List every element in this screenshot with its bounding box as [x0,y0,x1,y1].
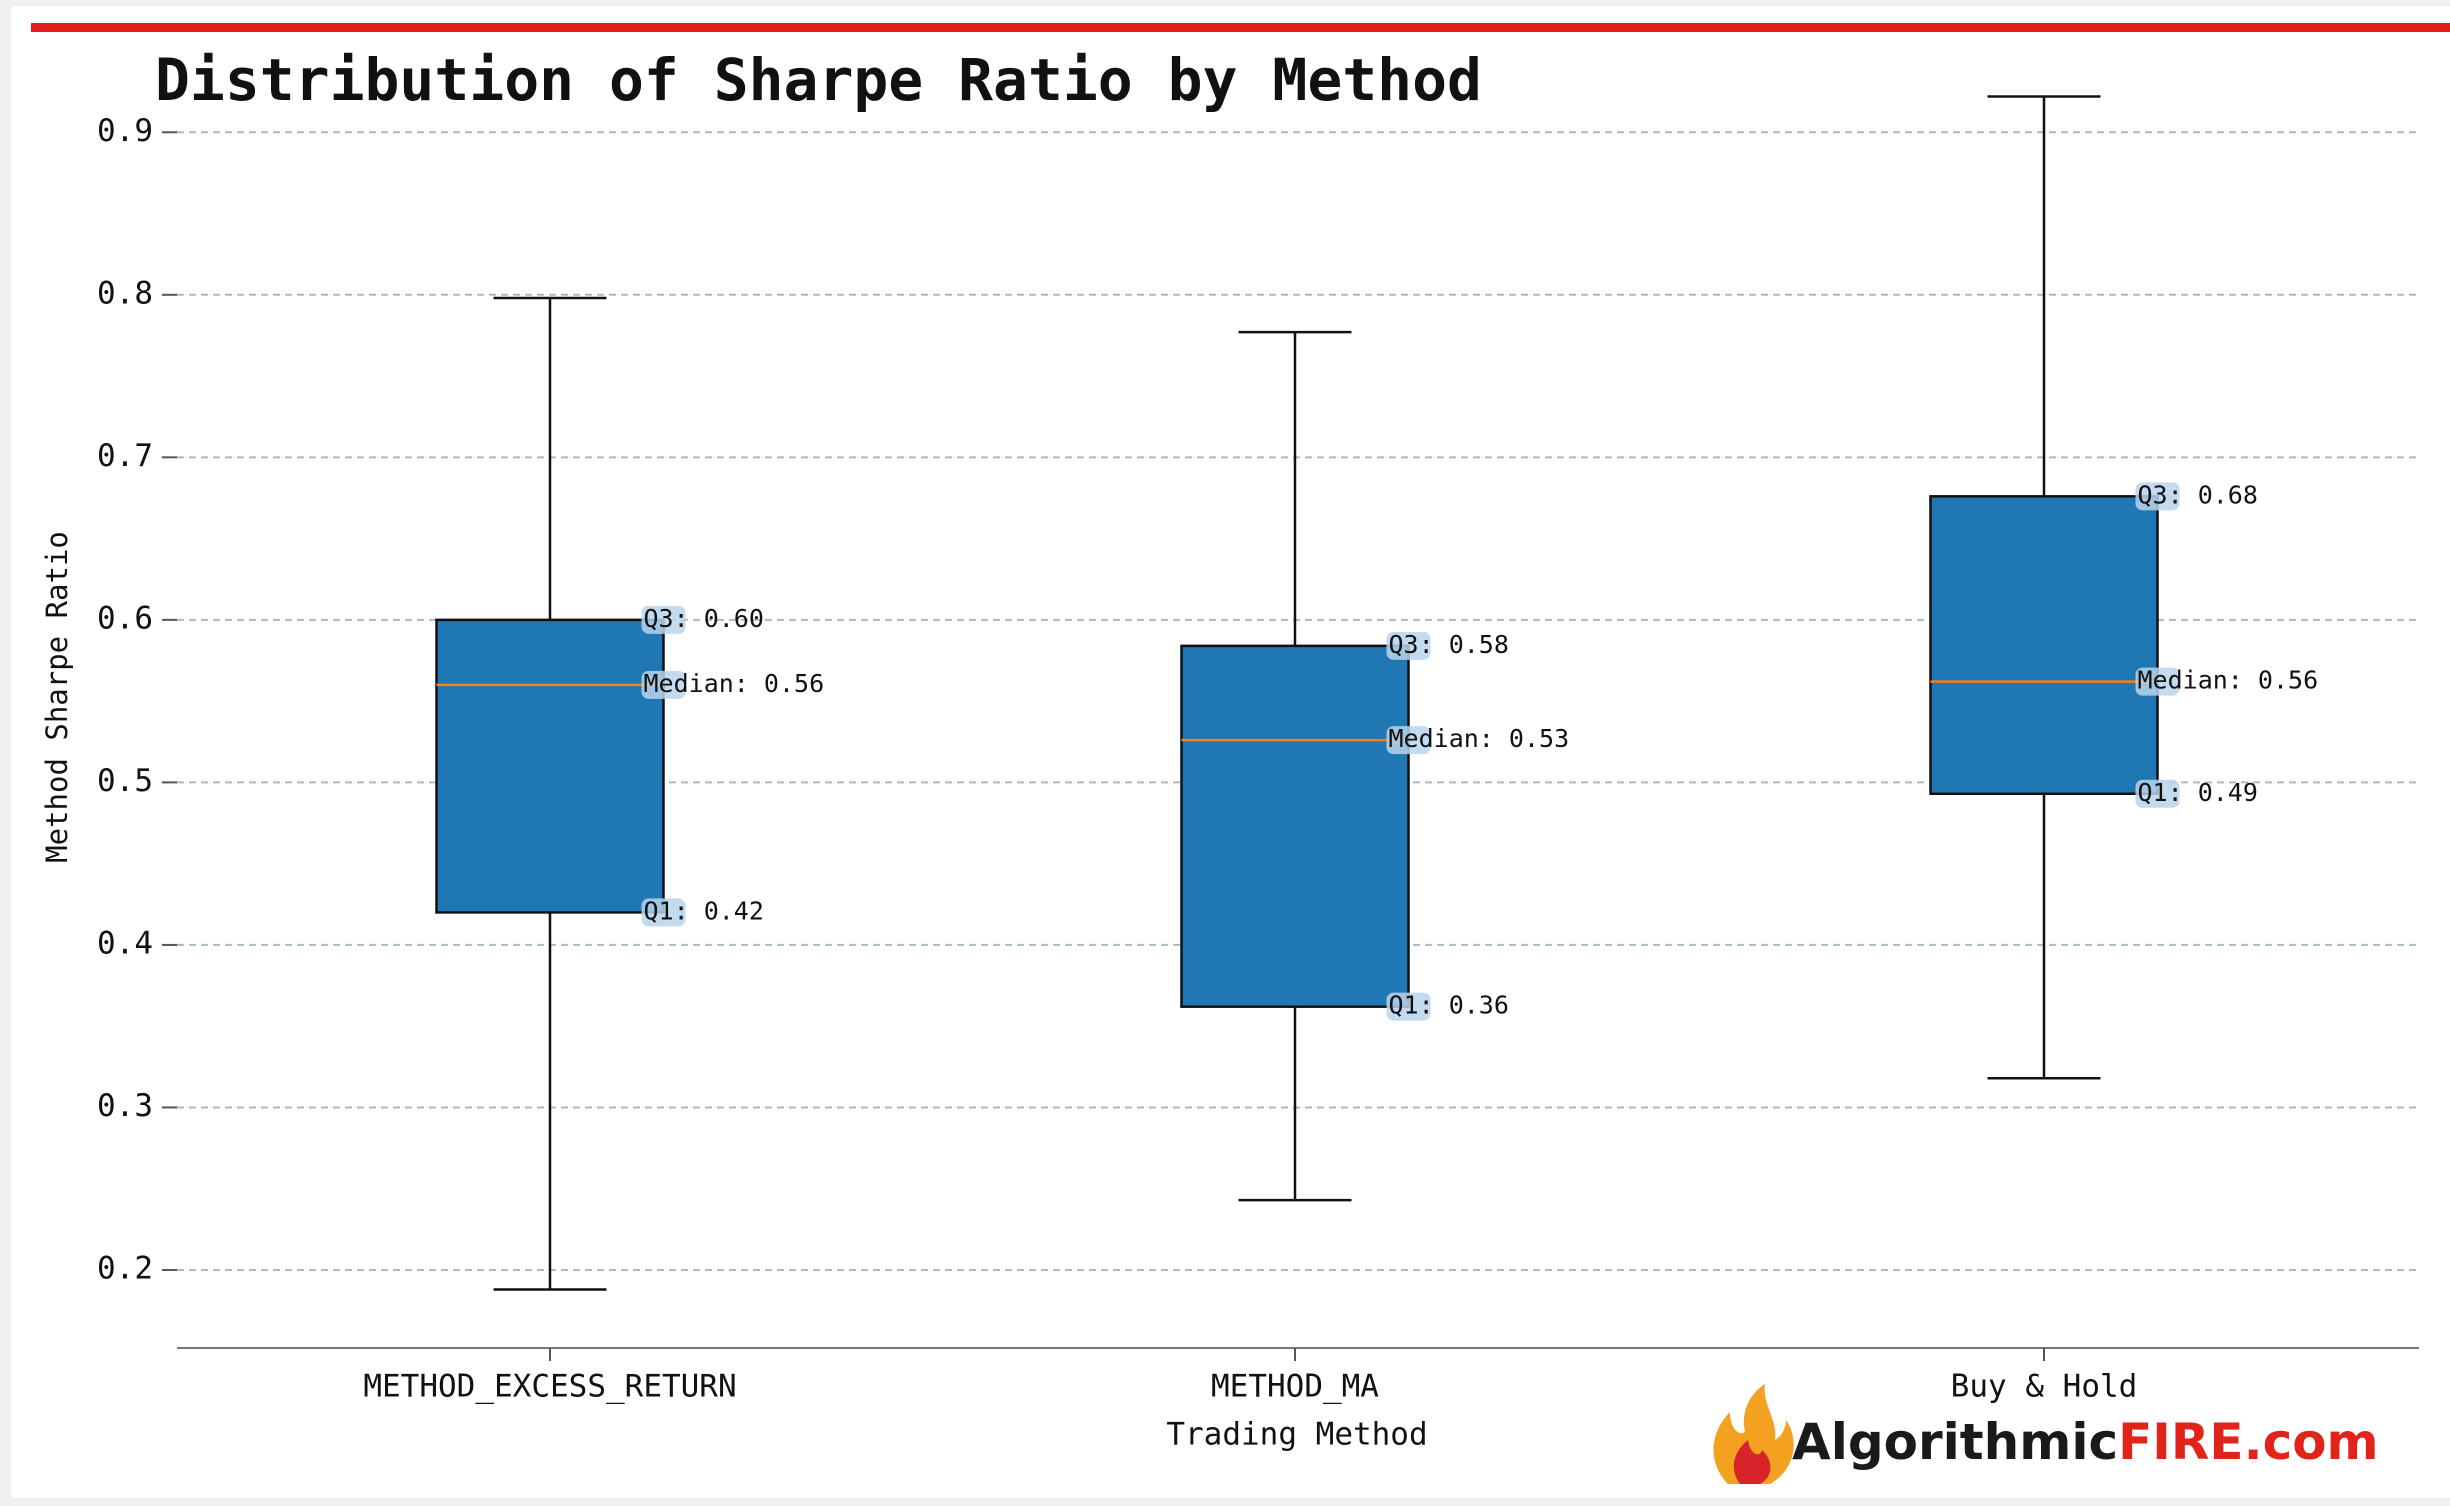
logo-flame-inner [1733,1440,1771,1484]
value-label: Q1: 0.49 [2138,778,2258,807]
label-background [2135,779,2180,808]
label-background [641,898,686,927]
label-background [1386,726,1431,755]
y-tick-label: 0.4 [97,925,153,961]
label-background [1386,992,1431,1021]
label-background [1386,631,1431,660]
watermark-dark: Algorithmic [1792,1413,2118,1471]
y-tick-label: 0.8 [97,275,153,311]
y-tick-label: 0.9 [97,113,153,149]
box [435,618,665,914]
y-tick-label: 0.6 [97,600,153,636]
x-tick-label: Buy & Hold [1951,1369,2138,1405]
value-label: Median: 0.56 [2138,666,2319,695]
value-label: Q1: 0.42 [644,896,764,925]
box [1929,495,2159,796]
value-label: Q3: 0.60 [644,604,764,633]
label-background [2135,667,2180,696]
chart-title: Distribution of Sharpe Ratio by Method [155,46,1482,114]
value-label: Median: 0.53 [1389,724,1570,753]
x-axis-label: Trading Method [1166,1417,1427,1453]
label-background [641,605,686,634]
y-tick-label: 0.7 [97,438,153,474]
label-background [2135,482,2180,511]
box [1180,644,1410,1008]
value-label: Median: 0.56 [644,669,825,698]
value-label: Q3: 0.58 [1389,630,1509,659]
y-tick-label: 0.5 [97,763,153,799]
watermark: AlgorithmicFIRE.com [1792,1413,2379,1471]
watermark-red: FIRE.com [2118,1413,2379,1471]
top-rule [31,23,2450,32]
y-tick-label: 0.3 [97,1088,153,1124]
y-tick-label: 0.2 [97,1250,153,1286]
y-axis-label: Method Sharpe Ratio [40,531,74,863]
logo-flame [1713,1384,1794,1484]
value-label: Q1: 0.36 [1389,991,1509,1020]
x-tick-label: METHOD_MA [1211,1369,1379,1405]
value-label: Q3: 0.68 [2138,480,2258,509]
label-background [641,670,686,699]
watermark-logo [1713,1384,1794,1484]
x-tick-label: METHOD_EXCESS_RETURN [363,1369,736,1405]
